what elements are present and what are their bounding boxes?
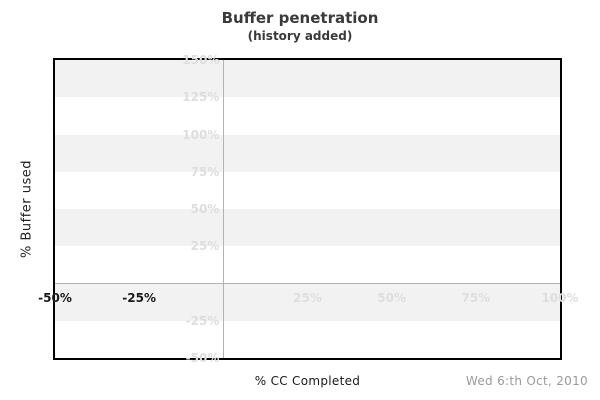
grid-band <box>55 283 560 321</box>
x-axis-title: % CC Completed <box>254 374 361 388</box>
x-tick-label: 25% <box>293 290 322 305</box>
y-tick-label: -25% <box>185 313 220 328</box>
y-tick-label: 100% <box>182 127 220 142</box>
chart-subtitle: (history added) <box>247 29 353 43</box>
date-stamp: Wed 6:th Oct, 2010 <box>465 374 588 388</box>
y-tick-label: 50% <box>190 202 220 216</box>
y-tick-label: 150% <box>182 53 220 67</box>
y-tick-label: 25% <box>190 239 220 254</box>
y-axis-title: % Buffer used <box>19 159 35 259</box>
y-tick-label: 125% <box>182 90 220 105</box>
zero-line-horizontal <box>55 283 560 285</box>
y-tick-label: 75% <box>190 164 220 179</box>
x-tick-label: 50% <box>377 290 407 305</box>
x-tick-label: -50% <box>38 290 72 305</box>
y-tick-label: -50% <box>185 351 220 365</box>
zero-line-vertical <box>222 60 225 358</box>
chart-title: Buffer penetration <box>221 9 379 27</box>
grid-band <box>55 209 560 247</box>
grid-band <box>55 134 560 172</box>
grid-band <box>55 60 560 98</box>
x-tick-label: 75% <box>461 290 491 305</box>
x-tick-label: -25% <box>122 290 156 305</box>
x-tick-label: 100% <box>541 290 579 305</box>
plot-area: 150% 125% 100% 75% 50% 25% -25% -50% -50% -25% 25%… <box>38 53 578 365</box>
